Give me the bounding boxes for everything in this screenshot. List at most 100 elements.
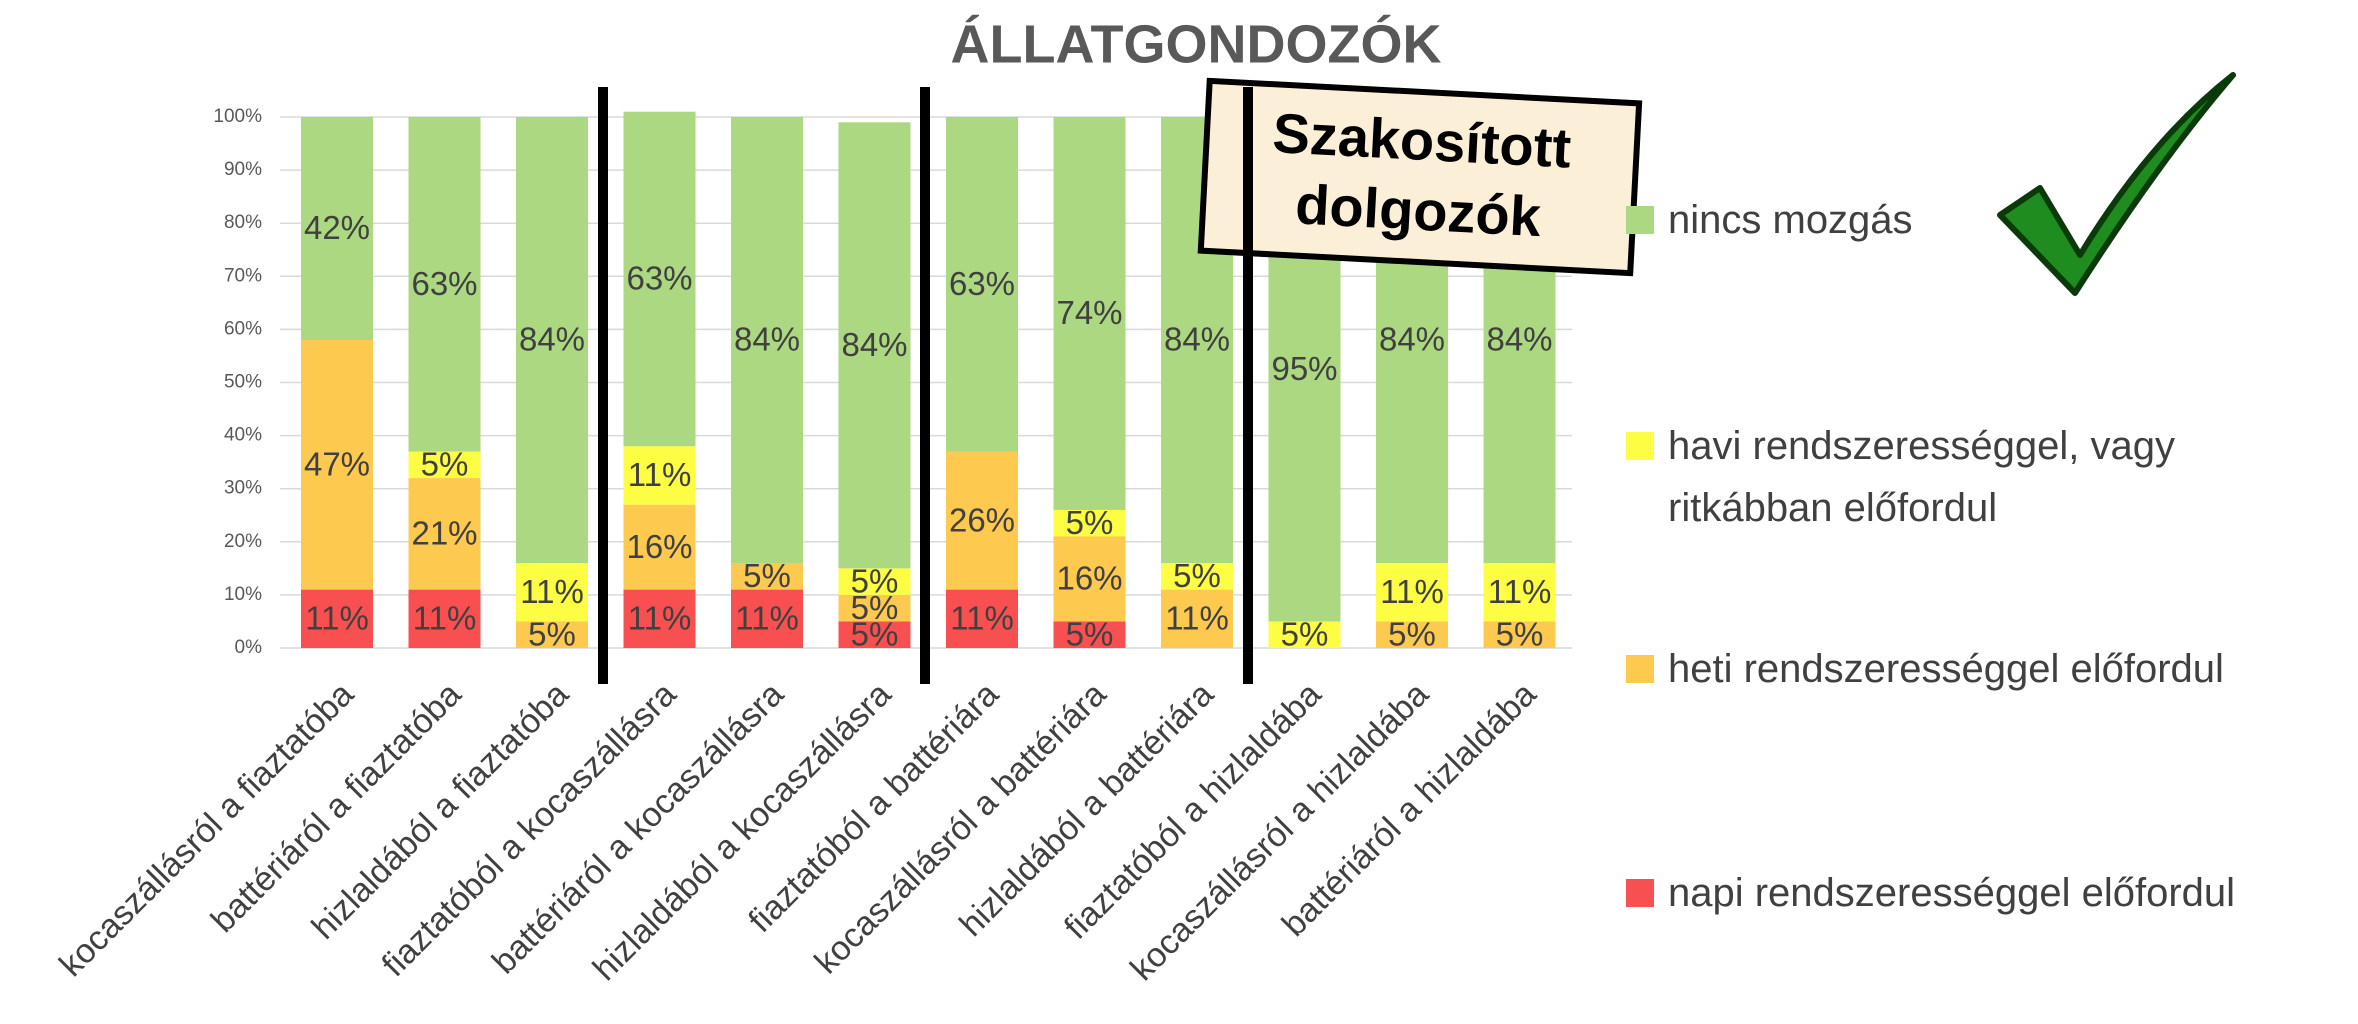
bar-segment	[731, 563, 803, 590]
y-tick-label: 0%	[235, 637, 263, 658]
legend-item: heti rendszerességgel előfordul	[1626, 638, 2224, 700]
data-label: 11%	[1380, 573, 1444, 610]
data-label: 11%	[1165, 600, 1229, 637]
data-label: 11%	[735, 600, 799, 637]
data-label: 74%	[1056, 294, 1122, 331]
bar-segment	[301, 117, 373, 341]
bar-segment	[408, 451, 481, 479]
bar-segment	[301, 589, 373, 648]
bar-segment	[408, 117, 481, 452]
data-label: 5%	[1388, 615, 1436, 652]
legend-label: heti rendszerességgel előfordul	[1668, 647, 2224, 691]
annotation-text: Szakosított	[1271, 101, 1573, 180]
legend-swatch	[1626, 655, 1654, 683]
data-label: 5%	[528, 615, 576, 652]
bar-segment	[623, 446, 696, 505]
data-label: 5%	[421, 446, 469, 483]
y-tick-label: 100%	[213, 106, 262, 127]
bar-segment	[946, 117, 1018, 452]
bar-segment	[623, 589, 696, 648]
bar-segment	[623, 504, 696, 590]
y-tick-label: 80%	[224, 212, 262, 233]
data-label: 11%	[950, 600, 1014, 637]
y-tick-label: 90%	[224, 159, 262, 180]
legend-item: havi rendszerességgel, vagy ritkábban el…	[1626, 415, 2308, 539]
annotation-frame	[1197, 77, 1643, 277]
chart-title: ÁLLATGONDOZÓK	[951, 14, 1442, 74]
bar-segment	[1161, 589, 1233, 648]
bar-segment	[1053, 509, 1126, 537]
bar-segment	[301, 340, 373, 590]
legend-label: nincs mozgás	[1668, 198, 1913, 242]
bar-segment	[1376, 563, 1448, 622]
legend-swatch	[1626, 879, 1654, 907]
bar-segment	[946, 589, 1018, 648]
data-label: 84%	[841, 326, 907, 363]
data-label: 84%	[1379, 321, 1445, 358]
data-label: 26%	[949, 501, 1015, 538]
y-tick-label: 70%	[224, 265, 262, 286]
data-label: 84%	[734, 321, 800, 358]
data-label: 5%	[1173, 557, 1221, 594]
data-label: 42%	[304, 209, 370, 246]
data-label: 11%	[1488, 573, 1552, 610]
y-tick-label: 50%	[224, 372, 262, 393]
legend-swatch	[1626, 206, 1654, 234]
data-label: 5%	[743, 557, 791, 594]
y-tick-label: 30%	[224, 478, 262, 499]
bar-segment	[838, 621, 911, 648]
data-label: 47%	[304, 446, 370, 483]
data-label: 11%	[305, 600, 369, 637]
y-tick-label: 20%	[224, 531, 262, 552]
data-label: 11%	[520, 573, 584, 610]
data-label: 16%	[1056, 560, 1122, 597]
bar-segment	[408, 478, 481, 590]
bar-segment	[1376, 621, 1448, 648]
legend-label: napi rendszerességgel előfordul	[1668, 871, 2236, 915]
bar-segment	[838, 122, 911, 569]
data-label: 84%	[1164, 321, 1230, 358]
data-label: 84%	[1486, 321, 1552, 358]
bar-segment	[1161, 563, 1233, 590]
data-label: 11%	[628, 600, 692, 637]
legend-item: nincs mozgás	[1626, 189, 1913, 251]
bar-segment	[838, 594, 911, 622]
legend-swatch	[1626, 432, 1654, 460]
bar-segment	[408, 589, 481, 648]
data-label: 16%	[626, 528, 692, 565]
data-label: 5%	[1496, 615, 1544, 652]
bar-segment	[946, 451, 1018, 590]
data-label: 5%	[851, 615, 899, 652]
data-label: 63%	[626, 260, 692, 297]
bar-segment	[516, 621, 588, 648]
data-label: 5%	[1066, 504, 1114, 541]
bar-segment	[731, 589, 803, 648]
bar-segment	[838, 568, 911, 595]
legend-label: havi rendszerességgel, vagy ritkábban el…	[1668, 424, 2175, 530]
data-label: 5%	[1281, 615, 1329, 652]
data-label: 5%	[1066, 615, 1114, 652]
legend-item: napi rendszerességgel előfordul	[1626, 862, 2235, 924]
data-label: 11%	[413, 600, 477, 637]
annotation-text: dolgozók	[1294, 172, 1544, 248]
data-label: 11%	[628, 456, 692, 493]
data-label: 21%	[411, 515, 477, 552]
bar-segment	[1053, 117, 1126, 510]
bar-segment	[1483, 563, 1556, 622]
y-tick-label: 10%	[224, 584, 262, 605]
data-label: 63%	[949, 265, 1015, 302]
bar-segment	[1053, 536, 1126, 622]
bar-segment	[516, 563, 588, 622]
data-label: 63%	[411, 265, 477, 302]
data-label: 84%	[519, 321, 585, 358]
y-tick-label: 60%	[224, 318, 262, 339]
data-label: 5%	[851, 562, 899, 599]
data-label: 5%	[851, 589, 899, 626]
bar-segment	[1053, 621, 1126, 648]
bar-segment	[731, 117, 803, 564]
checkmark-icon	[1997, 72, 2236, 296]
bar-segment	[1268, 621, 1341, 648]
